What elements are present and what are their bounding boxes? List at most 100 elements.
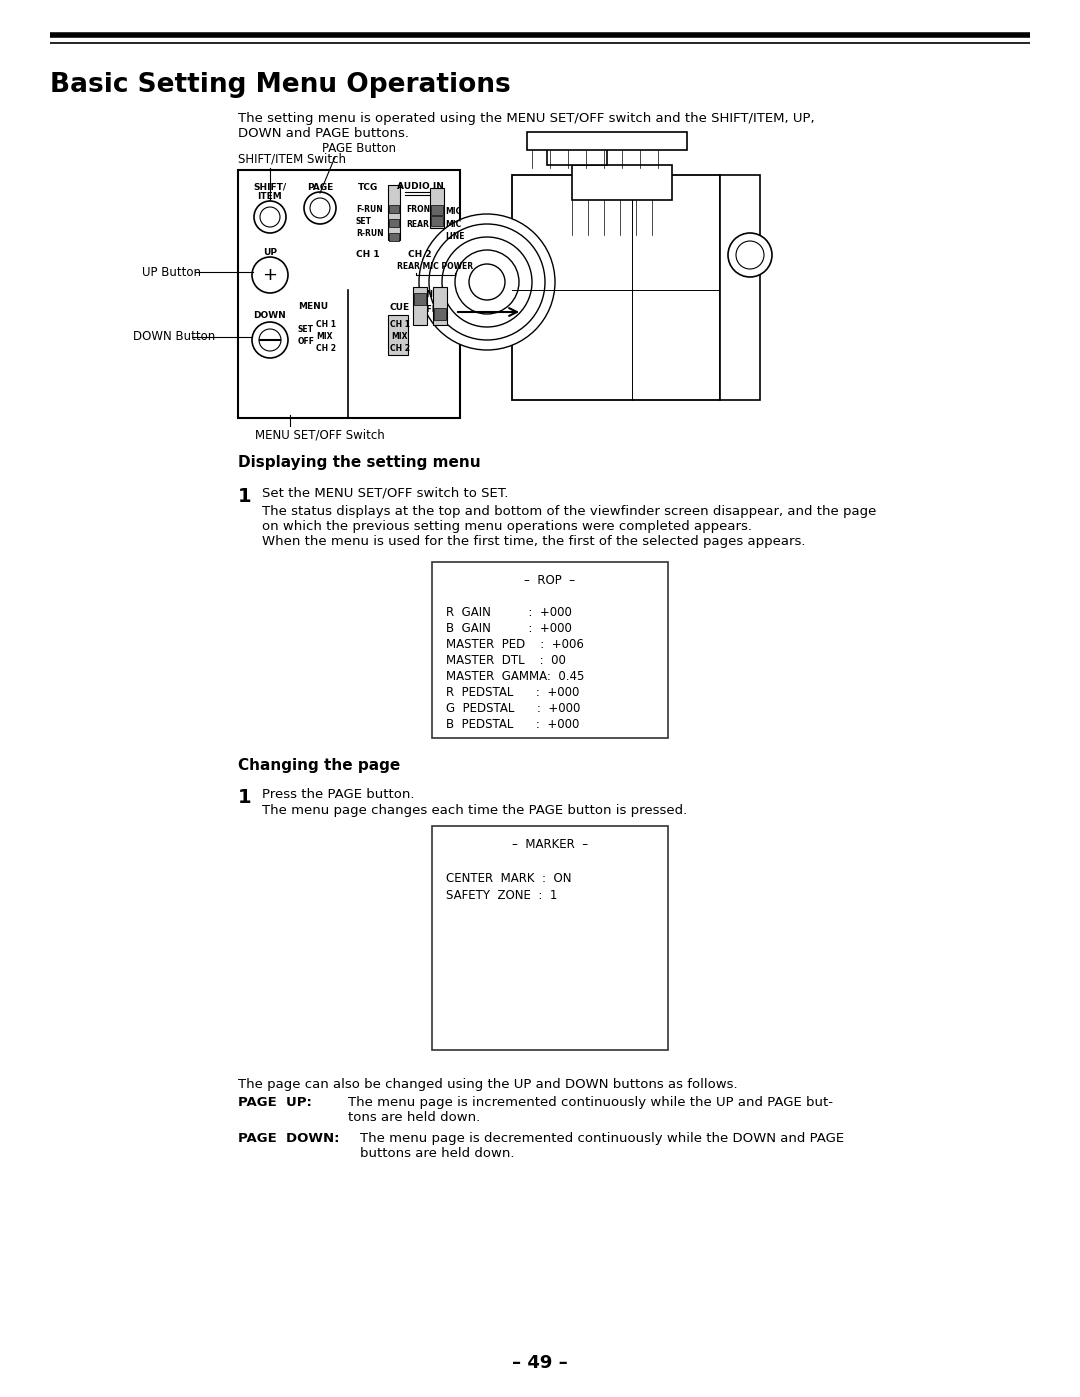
Text: DOWN Button: DOWN Button — [133, 331, 215, 344]
Text: FRONT: FRONT — [406, 205, 435, 214]
Bar — [720, 175, 760, 400]
Text: R  GAIN          :  +000: R GAIN : +000 — [446, 606, 572, 619]
Text: PAGE: PAGE — [307, 183, 333, 191]
Bar — [432, 562, 669, 738]
Text: The menu page is incremented continuously while the UP and PAGE but-: The menu page is incremented continuousl… — [348, 1097, 833, 1109]
Text: UP: UP — [264, 249, 276, 257]
Text: B  PEDSTAL      :  +000: B PEDSTAL : +000 — [446, 718, 579, 731]
Text: CENTER  MARK  :  ON: CENTER MARK : ON — [446, 872, 571, 886]
Text: Set the MENU SET/OFF switch to SET.: Set the MENU SET/OFF switch to SET. — [262, 488, 509, 500]
Bar — [413, 286, 427, 326]
Text: The menu page changes each time the PAGE button is pressed.: The menu page changes each time the PAGE… — [262, 805, 687, 817]
Text: SHIFT/: SHIFT/ — [254, 183, 286, 191]
Text: DOWN and PAGE buttons.: DOWN and PAGE buttons. — [238, 127, 409, 140]
Text: MENU: MENU — [298, 302, 328, 312]
Text: tons are held down.: tons are held down. — [348, 1111, 481, 1125]
Text: SET: SET — [356, 217, 372, 226]
Text: +: + — [262, 265, 278, 284]
Circle shape — [455, 250, 519, 314]
Text: REAR: REAR — [406, 219, 429, 229]
Bar — [431, 217, 443, 226]
Text: LINE: LINE — [445, 232, 464, 242]
Circle shape — [419, 214, 555, 351]
Circle shape — [469, 264, 505, 300]
Bar — [389, 219, 399, 226]
Text: R-RUN: R-RUN — [356, 229, 383, 237]
Bar — [527, 131, 687, 149]
Circle shape — [260, 207, 280, 226]
Text: PAGE Button: PAGE Button — [322, 142, 396, 155]
Circle shape — [429, 224, 545, 339]
Bar — [512, 175, 720, 400]
Text: OFF: OFF — [421, 305, 438, 314]
Text: CH 2: CH 2 — [408, 250, 432, 258]
Bar — [546, 140, 607, 165]
Text: MASTER  GAMMA:  0.45: MASTER GAMMA: 0.45 — [446, 671, 584, 683]
Text: SAFETY  ZONE  :  1: SAFETY ZONE : 1 — [446, 888, 557, 902]
Bar — [434, 307, 446, 320]
Text: The setting menu is operated using the MENU SET/OFF switch and the SHIFT/ITEM, U: The setting menu is operated using the M… — [238, 112, 814, 124]
Text: MIC: MIC — [445, 207, 461, 217]
Bar — [388, 314, 408, 355]
Text: MASTER  PED    :  +006: MASTER PED : +006 — [446, 638, 584, 651]
Text: Changing the page: Changing the page — [238, 759, 401, 773]
Text: on which the previous setting menu operations were completed appears.: on which the previous setting menu opera… — [262, 520, 752, 534]
Bar — [389, 205, 399, 212]
Text: CH 1: CH 1 — [316, 320, 336, 330]
Text: The page can also be changed using the UP and DOWN buttons as follows.: The page can also be changed using the U… — [238, 1078, 738, 1091]
Text: buttons are held down.: buttons are held down. — [360, 1147, 514, 1160]
Text: 1: 1 — [238, 788, 252, 807]
Text: REAR MIC POWER: REAR MIC POWER — [397, 263, 473, 271]
Text: TCG: TCG — [357, 183, 378, 191]
Bar — [430, 189, 444, 228]
Circle shape — [735, 242, 764, 270]
Text: When the menu is used for the first time, the first of the selected pages appear: When the menu is used for the first time… — [262, 535, 806, 548]
Bar — [414, 293, 426, 305]
Text: SHIFT/ITEM Switch: SHIFT/ITEM Switch — [238, 154, 346, 166]
Circle shape — [254, 201, 286, 233]
Text: SET: SET — [298, 326, 314, 334]
Bar — [432, 826, 669, 1051]
Circle shape — [259, 330, 281, 351]
Text: MIX: MIX — [392, 332, 408, 341]
Bar — [433, 286, 447, 326]
Text: Displaying the setting menu: Displaying the setting menu — [238, 455, 481, 469]
Bar — [431, 205, 443, 215]
Text: ITEM: ITEM — [258, 191, 282, 201]
Text: CH 2: CH 2 — [316, 344, 336, 353]
Bar — [572, 165, 672, 200]
Text: MIX: MIX — [316, 332, 333, 341]
Circle shape — [252, 321, 288, 358]
Text: 1: 1 — [238, 488, 252, 506]
Text: DOWN: DOWN — [254, 312, 286, 320]
Text: UP Button: UP Button — [141, 265, 201, 278]
Text: –  MARKER  –: – MARKER – — [512, 838, 589, 851]
Bar — [389, 233, 399, 242]
Bar — [238, 170, 460, 418]
Circle shape — [252, 257, 288, 293]
Text: MASTER  DTL    :  00: MASTER DTL : 00 — [446, 654, 566, 666]
Text: Basic Setting Menu Operations: Basic Setting Menu Operations — [50, 73, 511, 98]
Text: –  ROP  –: – ROP – — [525, 574, 576, 587]
Text: The menu page is decremented continuously while the DOWN and PAGE: The menu page is decremented continuousl… — [360, 1132, 845, 1146]
Text: G  PEDSTAL      :  +000: G PEDSTAL : +000 — [446, 703, 580, 715]
Text: CH 2: CH 2 — [390, 344, 410, 353]
Text: MIC: MIC — [445, 219, 461, 229]
Text: R  PEDSTAL      :  +000: R PEDSTAL : +000 — [446, 686, 579, 698]
Circle shape — [728, 233, 772, 277]
Text: MENU SET/OFF Switch: MENU SET/OFF Switch — [255, 427, 384, 441]
Text: B  GAIN          :  +000: B GAIN : +000 — [446, 622, 572, 636]
Text: CH 1: CH 1 — [356, 250, 380, 258]
Text: F-RUN: F-RUN — [356, 205, 382, 214]
Text: OFF: OFF — [298, 337, 315, 346]
Text: PAGE  UP:: PAGE UP: — [238, 1097, 312, 1109]
Circle shape — [442, 237, 532, 327]
Circle shape — [303, 191, 336, 224]
Circle shape — [310, 198, 330, 218]
Text: PAGE  DOWN:: PAGE DOWN: — [238, 1132, 339, 1146]
Text: The status displays at the top and bottom of the viewfinder screen disappear, an: The status displays at the top and botto… — [262, 504, 876, 518]
Text: – 49 –: – 49 – — [512, 1354, 568, 1372]
Text: CH 1: CH 1 — [390, 320, 410, 330]
Text: CUE: CUE — [390, 303, 410, 312]
Text: AUDIO IN: AUDIO IN — [396, 182, 444, 191]
